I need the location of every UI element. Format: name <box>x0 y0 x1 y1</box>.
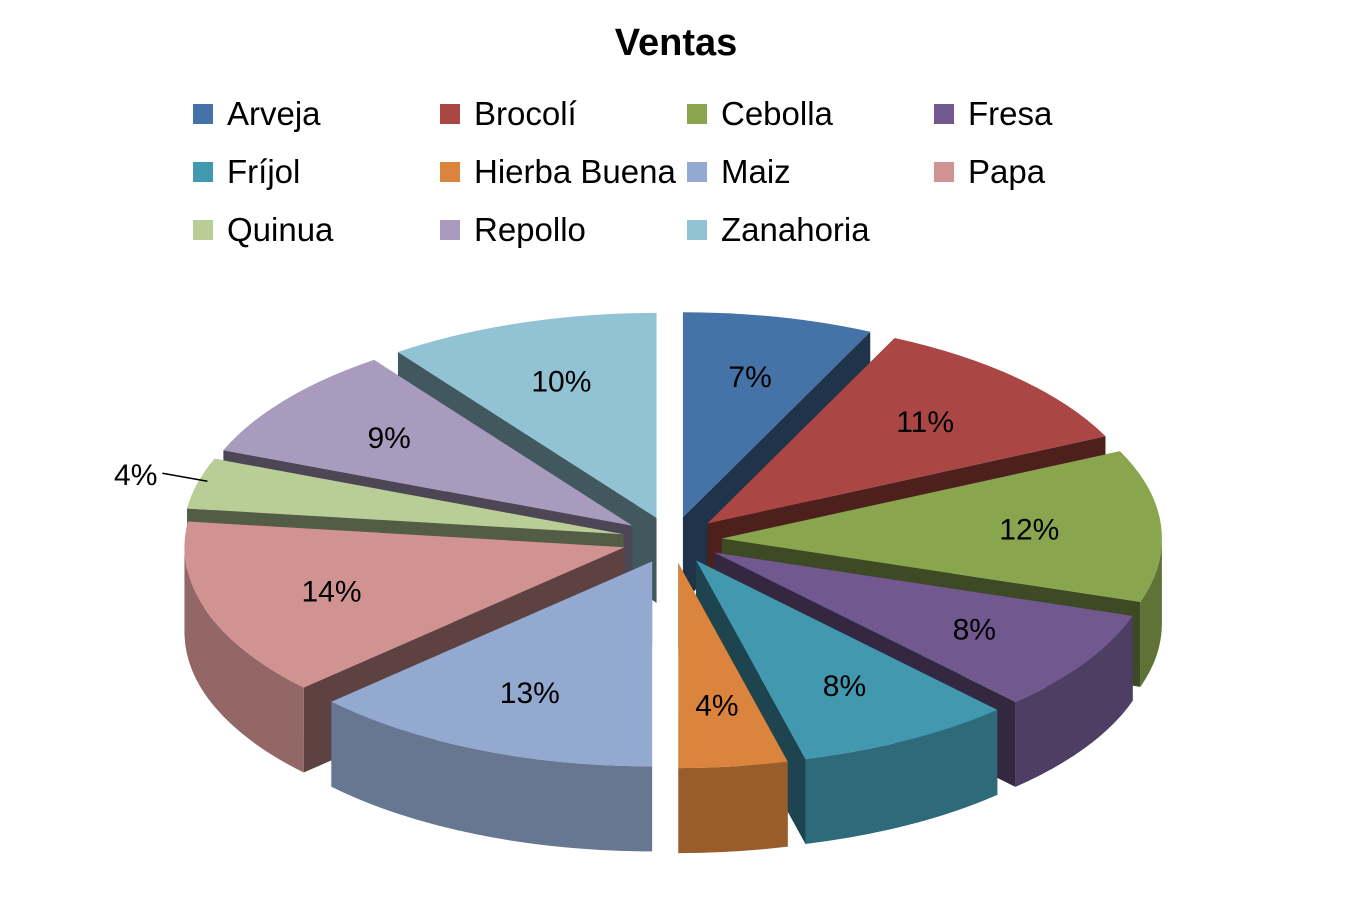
legend-swatch <box>193 220 213 240</box>
legend-swatch <box>687 220 707 240</box>
legend-item-zanahoria: Zanahoria <box>687 211 934 249</box>
legend: Arveja Brocolí Cebolla Fresa Fríjol Hierba Bu… <box>193 95 1113 249</box>
leader-line <box>162 472 208 482</box>
legend-swatch <box>934 162 954 182</box>
data-label-arveja: 7% <box>728 361 771 394</box>
legend-swatch <box>934 104 954 124</box>
legend-swatch <box>440 220 460 240</box>
legend-item-maiz: Maiz <box>687 153 934 191</box>
data-label-fresa: 8% <box>953 613 996 646</box>
data-label-brocoli: 11% <box>896 406 954 439</box>
data-label-repollo: 9% <box>367 422 410 455</box>
legend-swatch <box>440 162 460 182</box>
legend-item-frijol: Fríjol <box>193 153 440 191</box>
data-label-maiz: 13% <box>500 677 560 710</box>
legend-label: Zanahoria <box>721 211 870 248</box>
data-label-papa: 14% <box>301 576 361 609</box>
legend-label: Fríjol <box>227 153 301 190</box>
data-label-hierba-buena: 4% <box>695 689 738 722</box>
legend-swatch <box>193 162 213 182</box>
legend-label: Repollo <box>474 211 586 248</box>
legend-swatch <box>193 104 213 124</box>
legend-item-brocoli: Brocolí <box>440 95 687 133</box>
data-label-cebolla: 12% <box>999 514 1059 547</box>
legend-item-repollo: Repollo <box>440 211 687 249</box>
legend-item-quinua: Quinua <box>193 211 440 249</box>
data-label-quinua: 4% <box>114 459 157 492</box>
legend-item-fresa: Fresa <box>934 95 1113 133</box>
legend-item-cebolla: Cebolla <box>687 95 934 133</box>
pie-slice-hierba-buena <box>678 563 788 854</box>
data-label-frijol: 8% <box>823 670 866 703</box>
legend-item-papa: Papa <box>934 153 1113 191</box>
legend-item-arveja: Arveja <box>193 95 440 133</box>
legend-label: Papa <box>968 153 1046 190</box>
legend-label: Brocolí <box>474 95 577 132</box>
legend-label: Maiz <box>721 153 791 190</box>
legend-swatch <box>687 162 707 182</box>
legend-label: Fresa <box>968 95 1053 132</box>
legend-label: Hierba Buena <box>474 153 676 190</box>
pie-slice-maiz <box>331 561 653 852</box>
legend-item-hierba-buena: Hierba Buena <box>440 153 687 191</box>
legend-label: Quinua <box>227 211 334 248</box>
legend-label: Cebolla <box>721 95 833 132</box>
legend-label: Arveja <box>227 95 321 132</box>
legend-swatch <box>440 104 460 124</box>
chart-title: Ventas <box>614 22 738 64</box>
data-label-zanahoria: 10% <box>531 365 591 398</box>
legend-swatch <box>687 104 707 124</box>
